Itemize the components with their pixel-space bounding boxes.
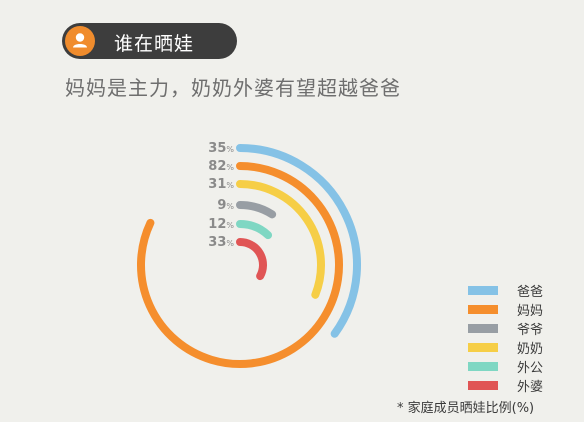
arc-妈妈 bbox=[137, 162, 343, 368]
legend-item-外婆: 外婆 bbox=[468, 376, 543, 395]
legend-label: 妈妈 bbox=[517, 304, 544, 319]
legend-swatch bbox=[468, 286, 498, 295]
legend-item-奶奶: 奶奶 bbox=[468, 338, 543, 357]
legend-label: 爷爷 bbox=[517, 323, 544, 338]
value-label-爷爷: 9% bbox=[217, 198, 234, 213]
legend-label: 外公 bbox=[517, 361, 544, 376]
legend-item-妈妈: 妈妈 bbox=[468, 300, 543, 319]
value-label-妈妈: 82% bbox=[208, 159, 234, 174]
arc-外公 bbox=[236, 220, 273, 240]
legend-label: 爸爸 bbox=[517, 285, 544, 300]
section-title: 谁在晒娃 bbox=[114, 33, 195, 55]
value-label-外婆: 33% bbox=[208, 235, 234, 250]
legend-item-爷爷: 爷爷 bbox=[468, 319, 543, 338]
legend-swatch bbox=[468, 362, 498, 371]
legend-item-爸爸: 爸爸 bbox=[468, 281, 543, 300]
arc-外婆 bbox=[236, 238, 267, 281]
arc-爷爷 bbox=[236, 201, 277, 219]
section-badge: 谁在晒娃 bbox=[62, 23, 237, 59]
legend-swatch bbox=[468, 343, 498, 352]
chart-footnote: * 家庭成员晒娃比例(%) bbox=[397, 401, 535, 416]
arc-爸爸 bbox=[236, 144, 361, 338]
page-subtitle: 妈妈是主力，奶奶外婆有望超越爸爸 bbox=[65, 76, 401, 100]
legend-label: 外婆 bbox=[517, 380, 544, 395]
legend-swatch bbox=[468, 381, 498, 390]
chart-legend: 爸爸妈妈爷爷奶奶外公外婆 bbox=[468, 281, 543, 395]
user-icon bbox=[65, 26, 95, 56]
arc-奶奶 bbox=[236, 180, 325, 299]
legend-swatch bbox=[468, 305, 498, 314]
legend-label: 奶奶 bbox=[517, 342, 544, 357]
legend-item-外公: 外公 bbox=[468, 357, 543, 376]
legend-swatch bbox=[468, 324, 498, 333]
value-label-爸爸: 35% bbox=[208, 141, 234, 156]
value-label-奶奶: 31% bbox=[208, 177, 234, 192]
value-label-外公: 12% bbox=[208, 217, 234, 232]
